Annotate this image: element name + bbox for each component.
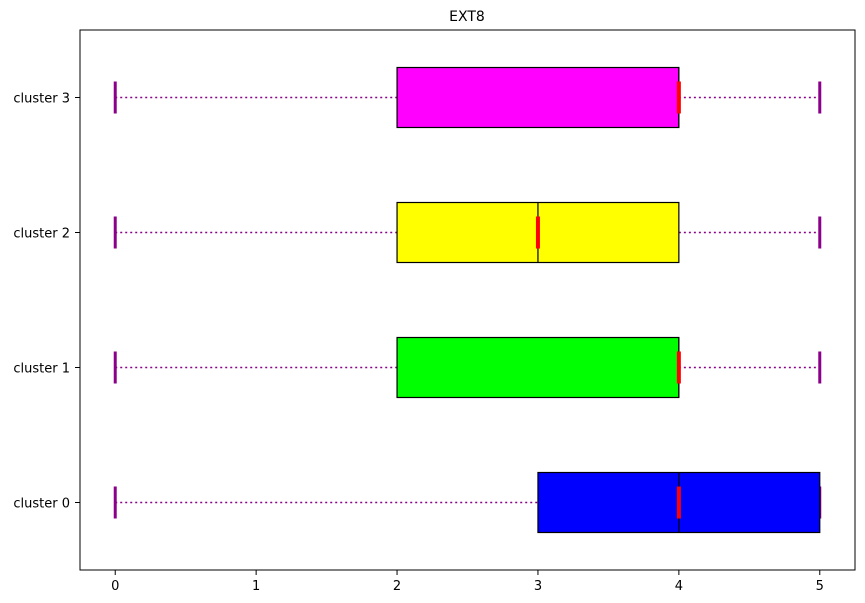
- x-tick-label: 1: [252, 579, 260, 594]
- box: [396, 66, 680, 129]
- y-tick-label: cluster 1: [13, 362, 70, 377]
- y-tick-label: cluster 2: [13, 227, 70, 242]
- y-tick-label: cluster 0: [13, 497, 70, 512]
- plot-area: cluster 0 cluster 1 cluster 2 cluster 3 0 1 2 3…: [13, 66, 824, 594]
- box: [396, 336, 680, 399]
- plot-frame: [79, 29, 856, 571]
- x-tick-label: 0: [111, 579, 119, 594]
- x-tick-label: 5: [816, 579, 824, 594]
- x-tick-label: 3: [534, 579, 542, 594]
- x-tick-label: 2: [393, 579, 401, 594]
- chart-title: EXT8: [449, 9, 485, 25]
- y-tick-label: cluster 3: [13, 92, 70, 107]
- x-tick-label: 4: [675, 579, 683, 594]
